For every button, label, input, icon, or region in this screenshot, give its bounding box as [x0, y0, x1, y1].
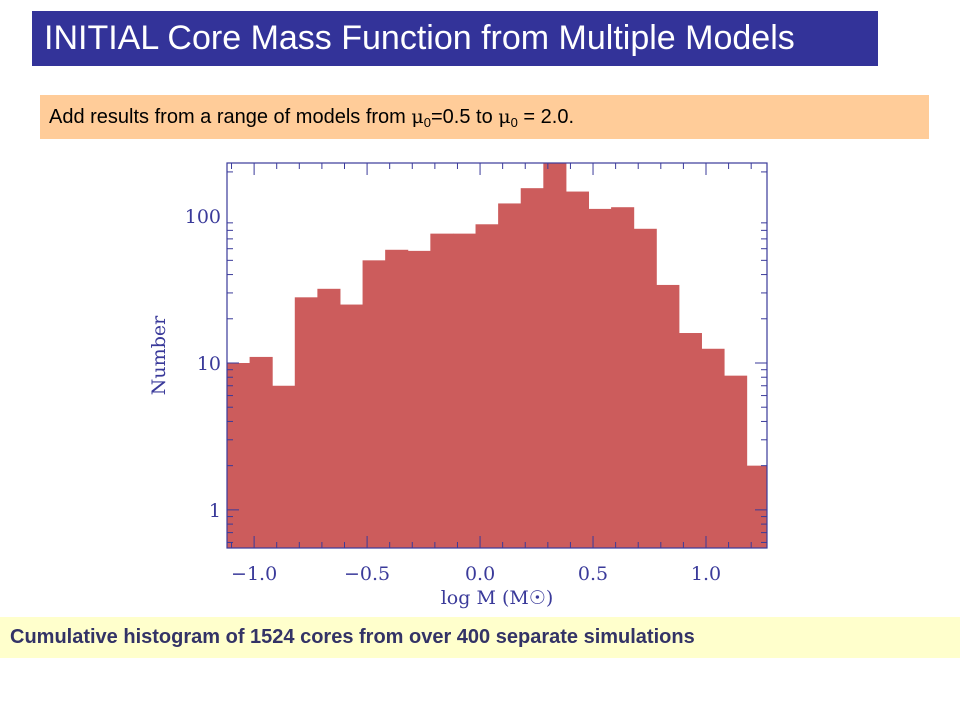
- plot-frame: [226, 162, 768, 549]
- subtitle-text: Add results from a range of models from …: [49, 106, 574, 130]
- histogram-bar: [565, 191, 590, 548]
- histogram-bar: [227, 362, 251, 548]
- mu-subscript-2: 0: [510, 115, 518, 130]
- histogram-bar: [317, 288, 341, 548]
- x-tick-label: 0.0: [465, 563, 495, 585]
- title-banner: INITIAL Core Mass Function from Multiple…: [32, 11, 878, 66]
- y-tick-label: 1: [209, 500, 221, 522]
- histogram-bar: [294, 297, 318, 548]
- axis-labels: −1.0 −0.5 0.0 0.5 1.0 1 10 100 log M (M☉) Number: [148, 206, 721, 609]
- x-tick-label: 0.5: [578, 563, 608, 585]
- subtitle-part-3: = 2.0.: [517, 106, 574, 128]
- y-tick-label: 10: [197, 353, 221, 375]
- histogram-bar: [701, 348, 725, 548]
- histogram-bar: [498, 203, 522, 549]
- axis-ticks: [227, 163, 767, 548]
- histogram-bar: [520, 188, 544, 548]
- histogram-bar: [407, 250, 431, 548]
- histogram-bars: [227, 163, 768, 549]
- histogram-bar: [339, 304, 364, 548]
- y-axis-label: Number: [148, 315, 170, 395]
- y-tick-label: 100: [185, 206, 221, 228]
- histogram-bar: [385, 249, 409, 548]
- x-tick-label: 1.0: [691, 563, 721, 585]
- plot-border: [226, 162, 768, 549]
- histogram-bar: [475, 224, 499, 548]
- histogram-bar: [272, 385, 296, 548]
- histogram-bar: [543, 163, 567, 548]
- histogram-bar: [611, 207, 635, 548]
- histogram-bar: [724, 375, 748, 548]
- histogram-bar: [746, 465, 768, 548]
- x-axis-label: log M (M☉): [441, 587, 554, 609]
- histogram-bar: [633, 228, 657, 548]
- histogram-bar: [588, 208, 612, 549]
- mu-subscript-1: 0: [423, 115, 431, 130]
- histogram-bar: [656, 284, 680, 548]
- x-tick-label: −0.5: [344, 563, 390, 585]
- page-title: INITIAL Core Mass Function from Multiple…: [44, 19, 795, 57]
- subtitle-banner: Add results from a range of models from …: [40, 95, 929, 139]
- x-tick-label: −1.0: [231, 563, 277, 585]
- histogram-bar: [362, 260, 386, 548]
- mu-symbol-1: μ: [411, 106, 424, 128]
- histogram-bar: [430, 233, 454, 548]
- histogram-bar: [678, 333, 702, 548]
- subtitle-part-2: =0.5 to: [430, 106, 499, 128]
- histogram-bar: [452, 233, 477, 548]
- caption-banner: Cumulative histogram of 1524 cores from …: [0, 617, 960, 658]
- mu-symbol-2: μ: [498, 106, 511, 128]
- histogram-bar: [249, 356, 273, 548]
- subtitle-part-1: Add results from a range of models from: [49, 106, 412, 128]
- caption-text: Cumulative histogram of 1524 cores from …: [10, 626, 695, 648]
